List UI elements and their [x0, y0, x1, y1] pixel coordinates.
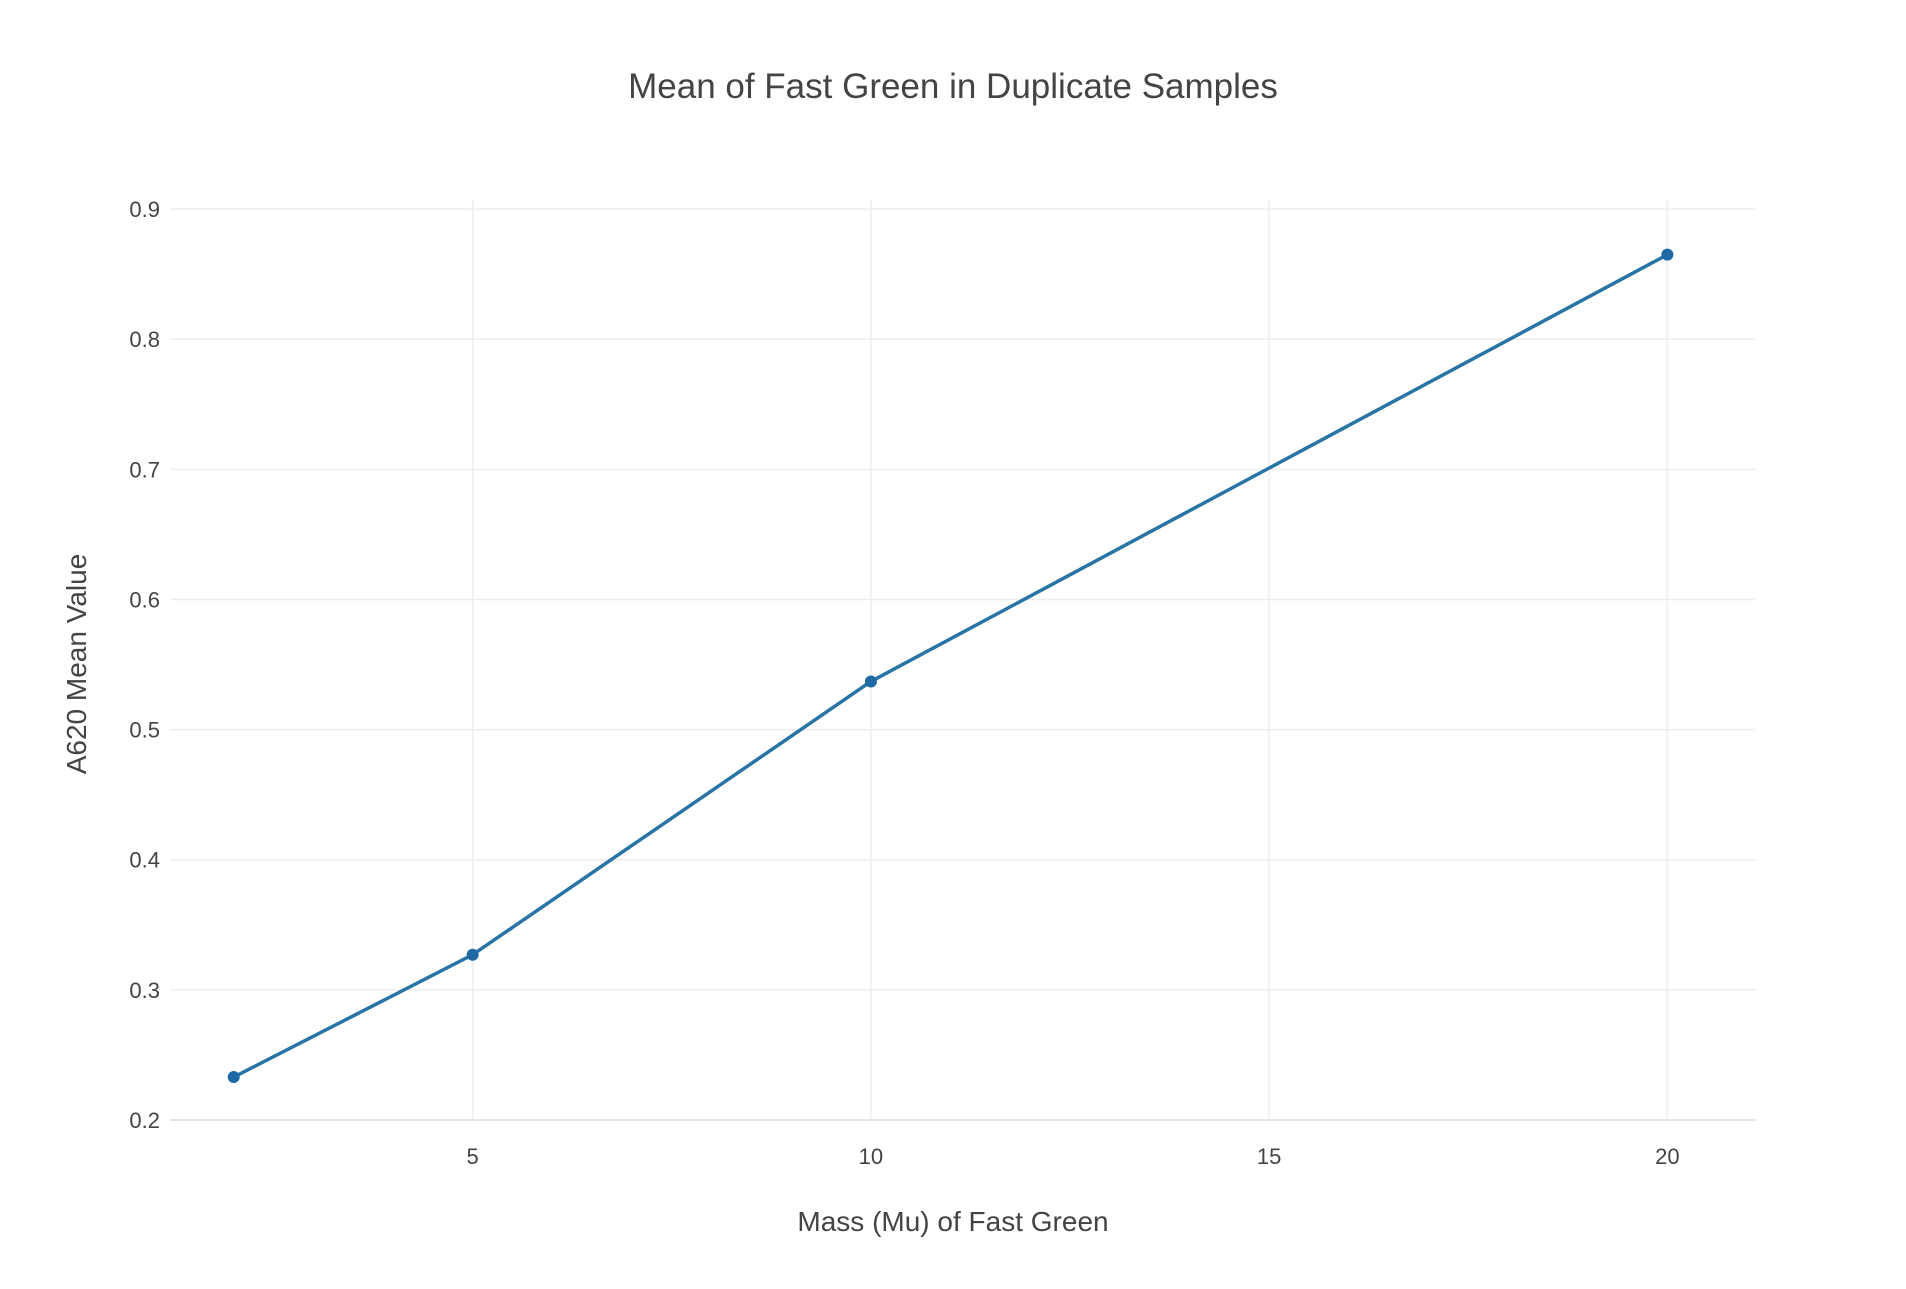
data-point[interactable]	[1661, 248, 1674, 261]
data-point[interactable]	[466, 948, 479, 961]
series-line	[231, 252, 1670, 1079]
y-tick-label: 0.8	[129, 327, 160, 352]
y-tick-label: 0.9	[129, 197, 160, 222]
data-point[interactable]	[864, 675, 877, 688]
y-tick-label: 0.5	[129, 718, 160, 743]
y-tick-label: 0.4	[129, 848, 160, 873]
x-tick-label: 20	[1655, 1144, 1679, 1169]
y-axis-label: A620 Mean Value	[61, 554, 92, 775]
y-tick-label: 0.2	[129, 1108, 160, 1133]
data-point[interactable]	[227, 1071, 240, 1084]
y-tick-label: 0.6	[129, 587, 160, 612]
chart-title: Mean of Fast Green in Duplicate Samples	[628, 67, 1278, 106]
series-layer	[227, 248, 1674, 1084]
x-tick-label: 15	[1257, 1144, 1281, 1169]
y-tick-label: 0.3	[129, 978, 160, 1003]
x-tick-label: 10	[859, 1144, 883, 1169]
x-tick-label: 5	[467, 1144, 479, 1169]
grid-lines	[170, 200, 1755, 1121]
y-tick-label: 0.7	[129, 457, 160, 482]
x-axis-label: Mass (Mu) of Fast Green	[797, 1206, 1108, 1237]
labels: Mean of Fast Green in Duplicate Samples …	[61, 67, 1278, 1237]
axes: 5 10 15 20 0.2 0.3 0.4 0.5 0.6 0.7 0.8 0.9	[129, 197, 1679, 1169]
